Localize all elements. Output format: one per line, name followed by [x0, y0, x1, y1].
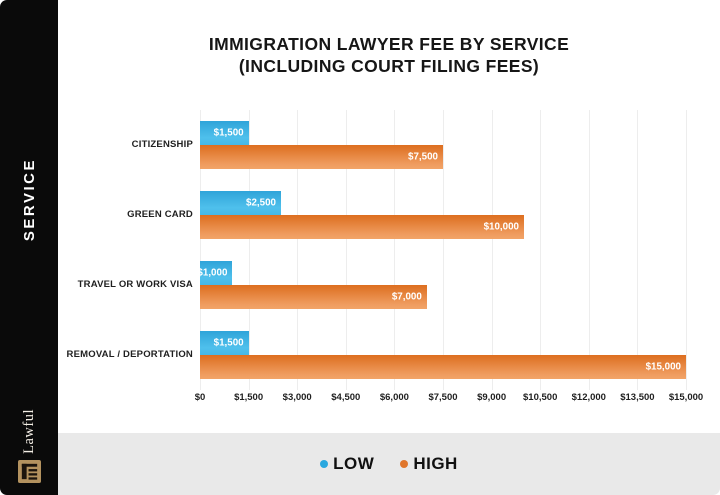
bar-high: $7,000	[200, 285, 427, 309]
x-axis-tick-label: $9,000	[477, 392, 507, 403]
sidebar-service-label: SERVICE	[20, 158, 38, 242]
x-axis-tick-label: $13,500	[620, 392, 655, 403]
chart-area: $0 $1,500 $3,000 $4,500 $6,000 $7,500 $9,000 $1…	[58, 0, 720, 433]
x-axis-tick-label: $4,500	[331, 392, 361, 403]
legend: LOW HIGH	[58, 433, 720, 495]
legend-label-high: HIGH	[413, 454, 458, 473]
gridline	[588, 110, 590, 390]
bar-value-label: $1,000	[197, 267, 228, 279]
legend-item-high: HIGH	[400, 454, 458, 474]
bar-value-label: $2,500	[246, 197, 276, 209]
gridline	[540, 110, 542, 390]
gridline	[297, 110, 299, 390]
gridline	[443, 110, 444, 390]
category-label: CITIZENSHIP	[131, 139, 193, 150]
x-axis-tick-label: $10,500	[523, 392, 558, 403]
legend-label-low: LOW	[333, 454, 375, 473]
x-axis-tick-label: $6,000	[379, 392, 409, 403]
x-axis-tick-label: $0	[194, 392, 206, 403]
bar-high: $10,000	[200, 215, 524, 239]
chart-title: IMMIGRATION LAWYER FEE BY SERVICE (INCLU…	[58, 33, 720, 77]
bar-value-label: $10,000	[483, 221, 519, 233]
legend-dot-low-icon	[320, 460, 329, 468]
gridline	[248, 110, 250, 390]
bar-value-label: $7,500	[408, 151, 438, 163]
x-axis-tick-label: $12,000	[571, 392, 606, 403]
legend-dot-high-icon	[400, 460, 409, 468]
x-axis-tick-label: $3,000	[282, 392, 312, 403]
bar-value-label: $7,000	[391, 291, 422, 303]
gridline	[345, 110, 347, 390]
bar-low: $1,500	[200, 331, 249, 355]
category-label: GREEN CARD	[127, 209, 193, 220]
sidebar: SERVICE Lawful	[0, 0, 58, 495]
courthouse-icon	[17, 460, 41, 483]
bar-value-label: $1,500	[213, 127, 244, 139]
bar-low: $1,500	[200, 121, 249, 145]
bar-high: $7,500	[200, 145, 443, 169]
gridline	[394, 110, 396, 390]
category-label: REMOVAL / DEPORTATION	[66, 349, 193, 360]
gridline	[637, 110, 639, 390]
gridline	[686, 110, 687, 390]
bar-value-label: $1,500	[213, 337, 244, 349]
bar-low: $2,500	[200, 191, 281, 215]
chart-title-line1: IMMIGRATION LAWYER FEE BY SERVICE	[208, 34, 570, 54]
gridline	[200, 110, 201, 390]
bar-low: $1,000	[197, 261, 233, 285]
legend-item-low: LOW	[320, 454, 374, 474]
sidebar-service-label-wrap: SERVICE	[0, 0, 58, 400]
brand-block: Lawful	[17, 409, 41, 495]
x-axis-tick-label: $1,500	[234, 392, 264, 403]
bar-value-label: $15,000	[645, 361, 681, 373]
x-axis-tick-label: $15,000	[668, 392, 704, 403]
brand-name: Lawful	[20, 409, 37, 454]
bar-high: $15,000	[200, 355, 686, 379]
x-axis-tick-label: $7,500	[428, 392, 458, 403]
chart-title-line2: (INCLUDING COURT FILING FEES)	[238, 56, 540, 76]
category-label: TRAVEL OR WORK VISA	[77, 279, 193, 290]
gridline	[491, 110, 493, 390]
